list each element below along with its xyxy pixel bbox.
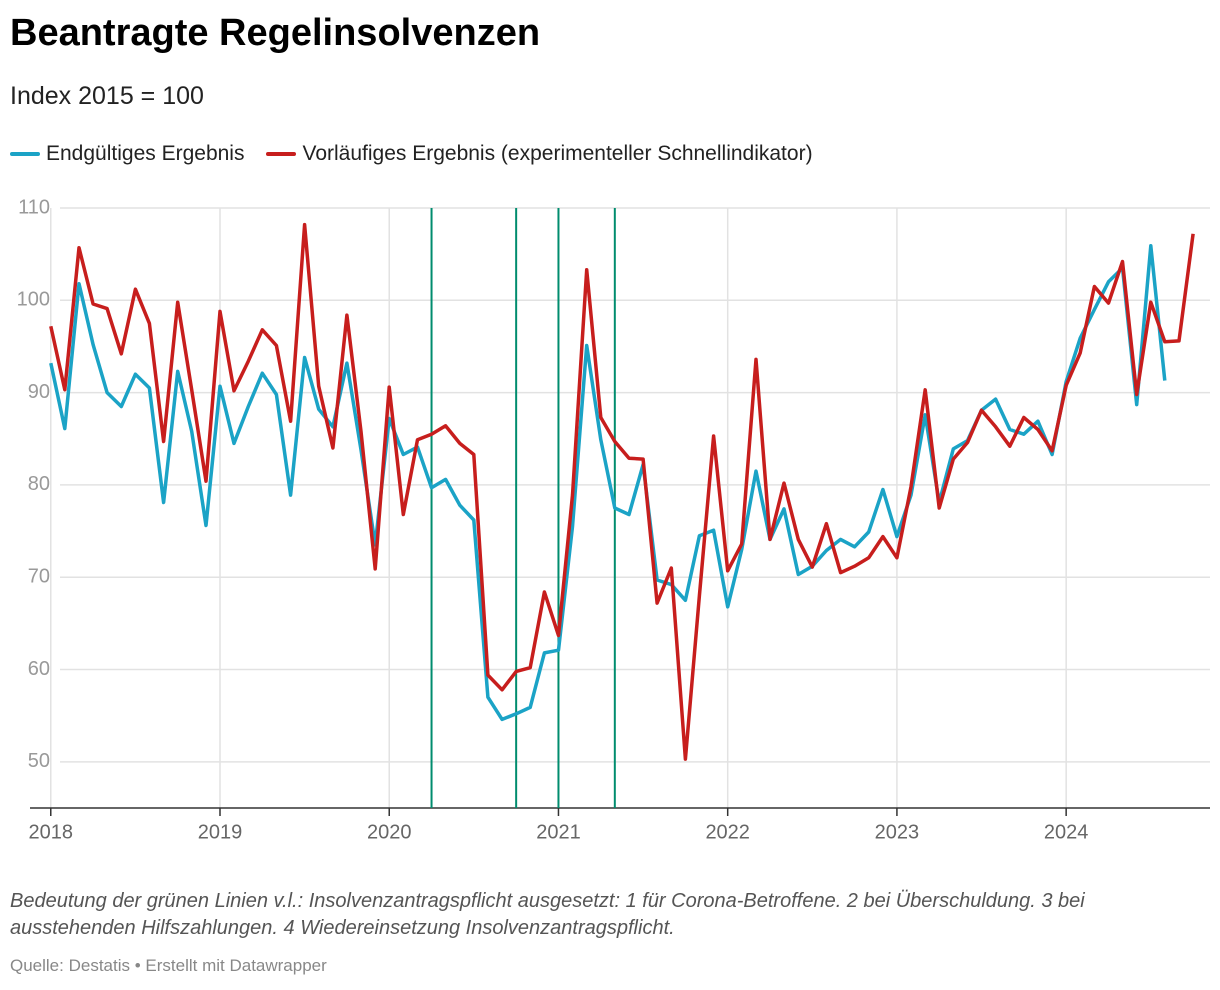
legend-swatch [10,152,40,156]
y-tick-label: 110 [18,196,50,218]
y-tick-label: 50 [28,750,50,772]
legend-label: Endgültiges Ergebnis [46,142,245,165]
chart-subtitle: Index 2015 = 100 [10,82,204,110]
x-tick-label: 2020 [367,821,412,843]
y-tick-label: 90 [28,381,50,403]
legend-item: Vorläufiges Ergebnis (experimenteller Sc… [266,142,813,166]
y-tick-label: 70 [28,566,50,588]
chart-title: Beantragte Regelinsolvenzen [10,12,541,54]
x-tick-label: 2023 [875,821,920,843]
legend-swatch [266,152,297,156]
legend-item: Endgültiges Ergebnis [10,142,244,166]
y-tick-label: 60 [28,658,50,680]
x-tick-label: 2024 [1044,821,1089,843]
x-tick-label: 2022 [705,821,750,843]
x-tick-label: 2019 [198,821,243,843]
x-tick-label: 2021 [536,821,581,843]
footnote: Bedeutung der grünen Linien v.l.: Insolv… [10,890,1085,939]
series-line [49,222,1195,761]
chart: 50 60 70 80 90 100 110 2018 2019 2020 2021 2022 2023… [17,196,1210,843]
source: Quelle: Destatis • Erstellt mit Datawrap… [10,956,327,975]
legend: Endgültiges Ergebnis Vorläufiges Ergebnis… [10,142,813,166]
x-tick-label: 2018 [29,821,74,843]
y-tick-label: 80 [28,473,50,495]
legend-label: Vorläufiges Ergebnis (experimenteller Sc… [302,142,813,165]
y-tick-label: 100 [17,289,50,311]
